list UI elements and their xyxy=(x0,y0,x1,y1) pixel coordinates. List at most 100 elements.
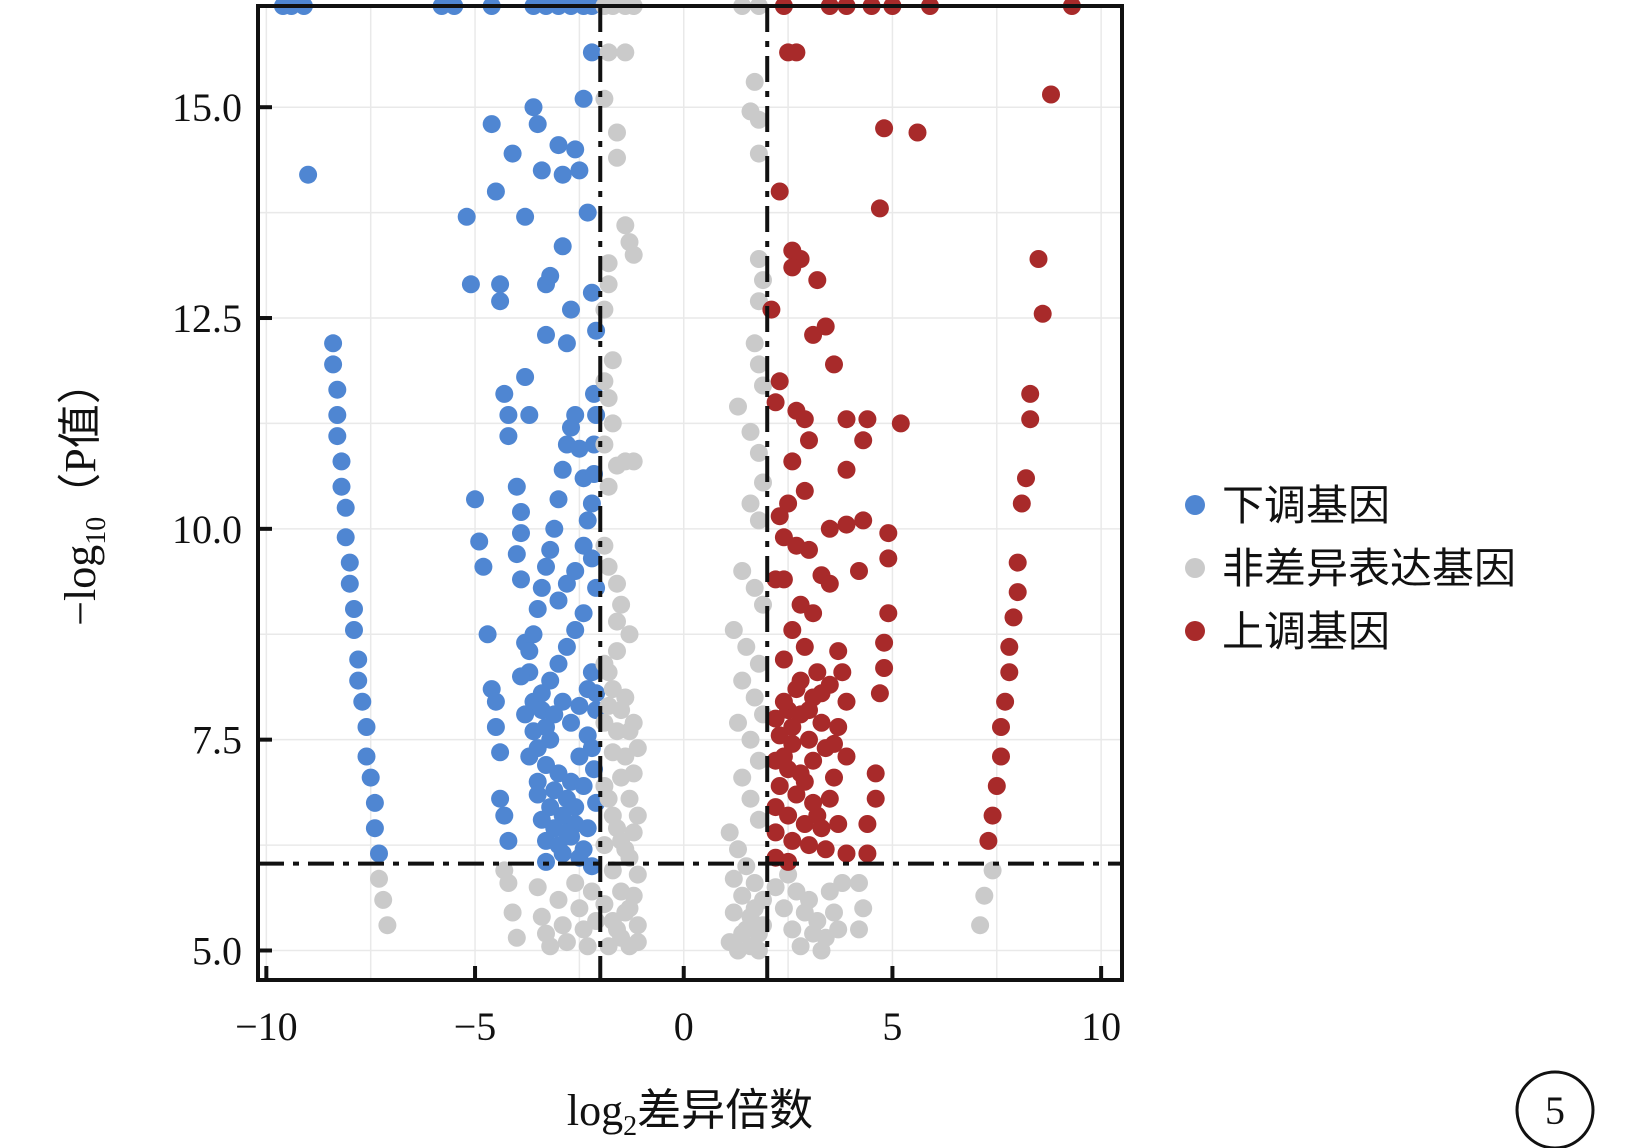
point-series-2 xyxy=(866,764,885,783)
point-series-1 xyxy=(595,536,614,555)
point-series-0 xyxy=(549,836,568,855)
point-series-1 xyxy=(624,245,643,264)
point-series-0 xyxy=(474,557,493,576)
point-series-0 xyxy=(486,182,505,201)
point-series-0 xyxy=(512,570,530,589)
point-series-2 xyxy=(787,43,806,62)
x-tick-label: 0 xyxy=(674,1004,694,1049)
point-series-2 xyxy=(1042,85,1060,104)
point-series-0 xyxy=(503,144,522,163)
point-series-0 xyxy=(582,549,601,568)
point-series-2 xyxy=(837,460,856,479)
point-series-2 xyxy=(820,574,839,593)
point-series-1 xyxy=(608,819,626,838)
point-series-1 xyxy=(595,300,614,319)
point-series-2 xyxy=(800,540,818,559)
point-series-0 xyxy=(582,43,601,62)
point-series-0 xyxy=(499,427,518,446)
point-series-0 xyxy=(365,819,384,838)
point-series-1 xyxy=(628,916,647,935)
point-series-0 xyxy=(512,524,530,543)
point-series-0 xyxy=(553,237,572,256)
point-series-1 xyxy=(749,511,768,530)
point-series-1 xyxy=(720,823,739,842)
point-series-2 xyxy=(766,823,785,842)
point-series-2 xyxy=(795,772,814,791)
point-series-1 xyxy=(570,899,589,918)
point-series-2 xyxy=(800,836,818,855)
point-series-2 xyxy=(833,663,852,682)
point-series-0 xyxy=(520,406,539,424)
point-series-1 xyxy=(587,912,606,930)
x-axis-title-base: log xyxy=(567,1086,623,1135)
point-series-2 xyxy=(854,431,873,450)
point-series-0 xyxy=(461,275,480,294)
point-series-0 xyxy=(557,637,576,656)
point-series-2 xyxy=(816,840,835,859)
point-series-2 xyxy=(804,604,823,623)
point-series-1 xyxy=(850,874,868,892)
point-series-1 xyxy=(578,937,597,956)
legend-label: 非差异表达基因 xyxy=(1222,547,1516,593)
point-series-1 xyxy=(628,865,647,884)
point-series-1 xyxy=(745,688,764,707)
point-series-1 xyxy=(749,355,768,374)
axis-layer: −10 −5 0 5 10 5.0 7.5 10.0 12.5 15.0 xyxy=(172,85,1121,1049)
point-series-1 xyxy=(854,899,873,918)
point-series-2 xyxy=(770,507,789,526)
x-tick-label: −5 xyxy=(454,1004,497,1049)
point-series-0 xyxy=(532,578,551,597)
point-series-2 xyxy=(875,119,894,138)
point-series-1 xyxy=(749,250,768,268)
point-series-0 xyxy=(345,621,363,639)
point-series-0 xyxy=(566,798,585,817)
x-axis-title-sub: 2 xyxy=(623,1111,637,1142)
point-series-2 xyxy=(812,713,831,732)
point-series-0 xyxy=(524,625,543,644)
point-series-2 xyxy=(770,182,789,201)
point-series-1 xyxy=(795,903,814,922)
point-series-1 xyxy=(549,890,568,909)
point-series-2 xyxy=(1021,384,1040,403)
point-series-0 xyxy=(499,406,518,424)
point-series-0 xyxy=(512,667,530,686)
point-series-0 xyxy=(353,692,372,711)
point-series-1 xyxy=(616,43,635,62)
point-series-0 xyxy=(332,477,351,496)
point-series-2 xyxy=(783,831,802,850)
point-series-2 xyxy=(870,684,889,703)
point-series-0 xyxy=(345,600,363,618)
point-series-2 xyxy=(992,747,1010,766)
point-series-1 xyxy=(541,937,560,956)
point-series-2 xyxy=(996,692,1015,711)
point-series-0 xyxy=(545,705,564,724)
point-series-2 xyxy=(1021,410,1040,429)
point-series-1 xyxy=(745,899,764,918)
point-series-1 xyxy=(557,933,576,952)
point-series-0 xyxy=(370,844,388,863)
point-series-0 xyxy=(574,89,593,108)
point-series-1 xyxy=(620,625,639,644)
point-series-2 xyxy=(1029,250,1048,268)
point-series-1 xyxy=(745,334,764,353)
point-series-2 xyxy=(875,633,894,652)
point-series-2 xyxy=(804,325,823,344)
point-series-1 xyxy=(599,557,618,576)
point-series-0 xyxy=(336,528,355,547)
point-series-1 xyxy=(829,920,848,939)
point-series-0 xyxy=(582,283,601,302)
point-series-0 xyxy=(532,161,551,180)
point-series-1 xyxy=(624,452,643,471)
x-tick-label: 5 xyxy=(882,1004,902,1049)
x-tick-label: −10 xyxy=(235,1004,298,1049)
point-series-0 xyxy=(553,165,572,184)
point-series-1 xyxy=(724,869,743,888)
point-series-2 xyxy=(783,452,802,471)
point-series-2 xyxy=(800,730,818,749)
point-series-1 xyxy=(737,637,756,656)
point-series-0 xyxy=(299,165,318,184)
point-series-2 xyxy=(1033,304,1052,323)
point-series-1 xyxy=(599,275,618,294)
point-series-2 xyxy=(829,718,848,736)
